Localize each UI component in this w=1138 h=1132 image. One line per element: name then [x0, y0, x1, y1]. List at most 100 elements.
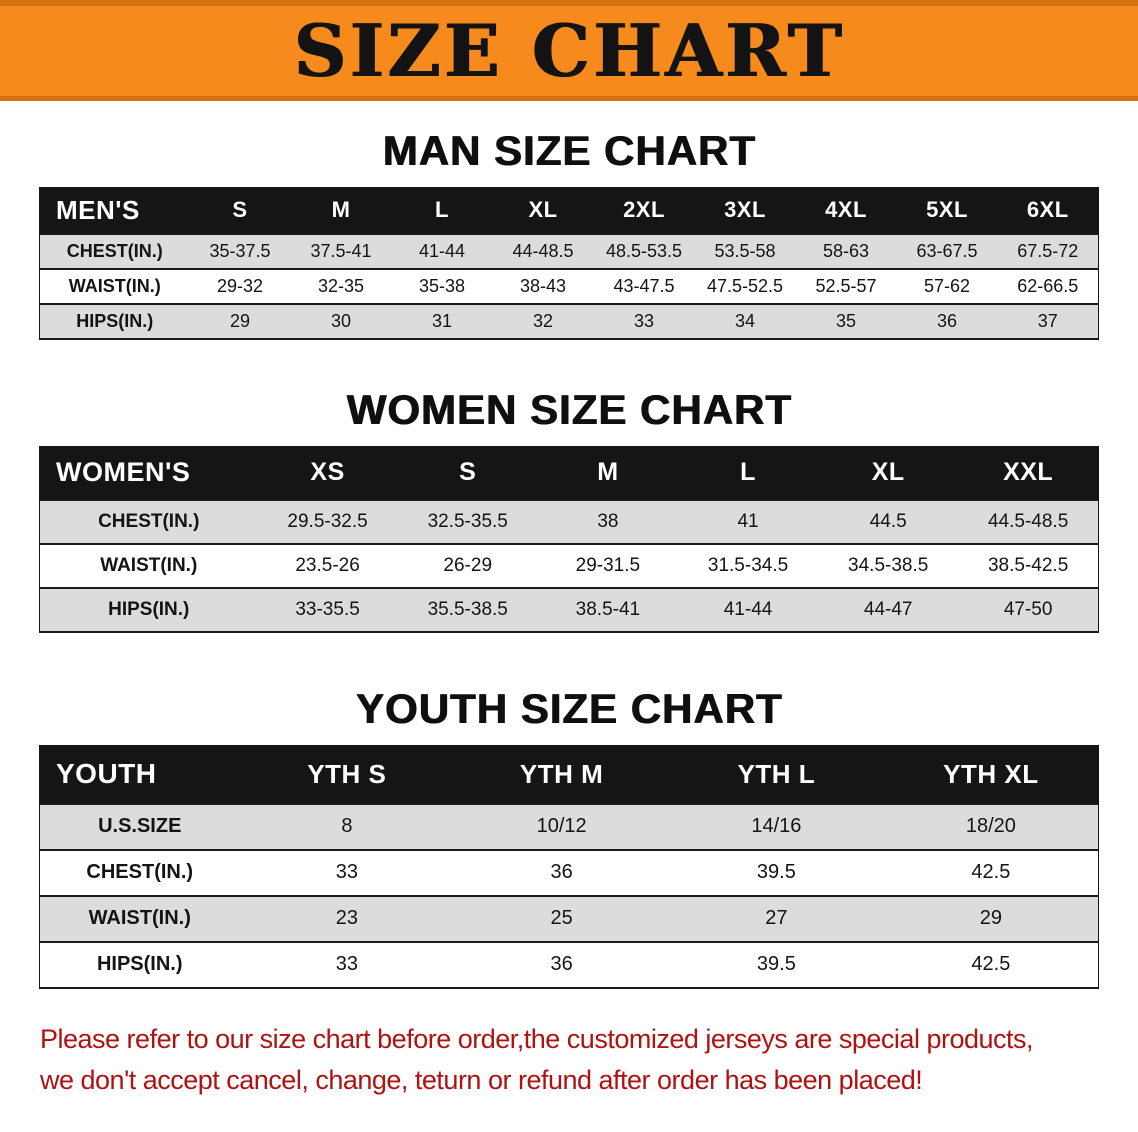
youth-section-heading: YOUTH SIZE CHART	[355, 685, 783, 732]
value-cell: 29.5-32.5	[287, 511, 368, 532]
size-column-header: XS	[257, 446, 398, 500]
value-cell: 31	[431, 310, 453, 331]
value-cell: 34.5-38.5	[848, 555, 929, 576]
value-cell: 29-32	[216, 275, 264, 296]
value-cell: 35	[835, 310, 857, 331]
table-row: HIPS(IN.) 33-35.5 35.5-38.5 38.5-41 41-44 44-…	[39, 588, 1099, 632]
value-cell: 29	[979, 907, 1002, 929]
value-cell: 44.5-48.5	[987, 511, 1069, 532]
value-cell: 33	[335, 953, 358, 975]
table-row: CHEST(IN.) 29.5-32.5 32.5-35.5 38 41 44.5 44.5…	[39, 500, 1099, 544]
value-cell: 25	[550, 907, 573, 929]
value-cell: 67.5-72	[1017, 240, 1079, 261]
row-label-cell: CHEST(IN.)	[98, 511, 200, 532]
table-row: CHEST(IN.) 33 36 39.5 42.5	[39, 849, 1099, 896]
women-size-table: WOMEN'S XS S M L XL XXL CHEST(IN.) 29.5-32.5 32.5…	[39, 445, 1099, 633]
header-row: MEN'S S M L XL 2XL 3XL 4XL 5XL 6XL	[39, 187, 1099, 234]
size-column-header: L	[677, 446, 819, 500]
size-column-header: M	[537, 446, 678, 500]
value-cell: 53.5-58	[714, 240, 776, 261]
value-cell: 52.5-57	[815, 275, 877, 296]
value-cell: 33	[335, 861, 358, 883]
size-column-header: YTH M	[454, 745, 669, 804]
row-label-cell: WAIST(IN.)	[68, 275, 161, 296]
value-cell: 41-44	[418, 240, 466, 261]
value-cell: 44-48.5	[512, 240, 574, 261]
value-cell: 36	[550, 861, 573, 883]
value-cell: 35-38	[418, 275, 466, 296]
row-label-cell: WAIST(IN.)	[88, 907, 191, 929]
value-cell: 35.5-38.5	[427, 599, 508, 620]
value-cell: 29-31.5	[575, 555, 641, 576]
value-cell: 29	[229, 310, 251, 331]
value-cell: 32.5-35.5	[427, 511, 508, 532]
youth-size-table: YOUTH YTH S YTH M YTH L YTH XL U.S.SIZE 8 10/12…	[39, 745, 1099, 989]
value-cell: 44-47	[863, 599, 913, 620]
value-cell: 48.5-53.5	[605, 240, 683, 261]
table-title-cell: MEN'S	[39, 187, 190, 234]
size-column-header: S	[397, 446, 538, 500]
table-row: WAIST(IN.) 23.5-26 26-29 29-31.5 31.5-34.5 34…	[39, 544, 1099, 588]
table-row: HIPS(IN.) 33 36 39.5 42.5	[39, 941, 1099, 988]
row-label-cell: CHEST(IN.)	[66, 240, 163, 261]
value-cell: 47.5-52.5	[706, 275, 784, 296]
size-column-header: XL	[818, 446, 959, 500]
value-cell: 44.5	[869, 511, 907, 532]
row-label-cell: U.S.SIZE	[98, 815, 182, 837]
size-column-header: YTH S	[239, 745, 455, 804]
value-cell: 41	[737, 511, 759, 532]
value-cell: 32	[532, 310, 554, 331]
value-cell: 36	[936, 310, 958, 331]
size-column-header: L	[391, 187, 493, 234]
table-row: HIPS(IN.) 29 30 31 32 33 34 35 36 37	[39, 303, 1099, 339]
size-column-header: S	[189, 187, 291, 234]
footer-note-line1: Please refer to our size chart before or…	[40, 1023, 1034, 1054]
value-cell: 39.5	[756, 861, 796, 883]
value-cell: 32-35	[317, 275, 365, 296]
size-column-header: 5XL	[896, 187, 998, 234]
row-label-cell: HIPS(IN.)	[96, 953, 183, 975]
value-cell: 62-66.5	[1017, 275, 1079, 296]
table-row: WAIST(IN.) 29-32 32-35 35-38 38-43 43-47.5 47.…	[39, 268, 1099, 304]
value-cell: 47-50	[1003, 599, 1053, 620]
size-column-header: 3XL	[694, 187, 796, 234]
size-chart-banner: SIZE CHART	[0, 0, 1138, 101]
value-cell: 37	[1037, 310, 1058, 331]
row-label-cell: WAIST(IN.)	[100, 555, 198, 576]
women-section-heading: WOMEN SIZE CHART	[346, 385, 792, 433]
size-column-header: XXL	[958, 446, 1099, 500]
value-cell: 36	[550, 953, 573, 975]
size-column-header: 4XL	[795, 187, 897, 234]
footer-note: Please refer to our size chart before or…	[40, 1019, 1138, 1103]
banner-title: SIZE CHART	[293, 8, 845, 93]
header-row: YOUTH YTH S YTH M YTH L YTH XL	[39, 745, 1099, 804]
header-row: WOMEN'S XS S M L XL XXL	[39, 446, 1099, 500]
table-row: WAIST(IN.) 23 25 27 29	[39, 895, 1099, 942]
size-column-header: 6XL	[997, 187, 1099, 234]
value-cell: 23.5-26	[295, 555, 360, 576]
value-cell: 10/12	[536, 815, 587, 837]
value-cell: 14/16	[751, 815, 802, 837]
value-cell: 34	[734, 310, 756, 331]
value-cell: 37.5-41	[310, 240, 372, 261]
row-label-cell: HIPS(IN.)	[108, 599, 190, 620]
value-cell: 39.5	[756, 953, 796, 975]
value-cell: 63-67.5	[916, 240, 978, 261]
value-cell: 26-29	[443, 555, 493, 576]
value-cell: 58-63	[822, 240, 870, 261]
value-cell: 27	[765, 907, 788, 929]
size-column-header: YTH XL	[883, 745, 1099, 804]
value-cell: 43-47.5	[613, 275, 675, 296]
value-cell: 42.5	[971, 953, 1011, 975]
men-size-table: MEN'S S M L XL 2XL 3XL 4XL 5XL 6XL CHEST(IN.) 35-37…	[39, 187, 1099, 340]
size-column-header: YTH L	[669, 745, 884, 804]
value-cell: 35-37.5	[209, 240, 271, 261]
value-cell: 38-43	[519, 275, 567, 296]
value-cell: 33-35.5	[295, 599, 360, 620]
row-label-cell: HIPS(IN.)	[76, 310, 154, 331]
value-cell: 31.5-34.5	[707, 555, 789, 576]
value-cell: 30	[330, 310, 352, 331]
table-row: U.S.SIZE 8 10/12 14/16 18/20	[39, 803, 1099, 850]
footer-note-line2: we don't accept cancel, change, teturn o…	[40, 1065, 923, 1096]
table-title-cell: YOUTH	[39, 745, 240, 804]
